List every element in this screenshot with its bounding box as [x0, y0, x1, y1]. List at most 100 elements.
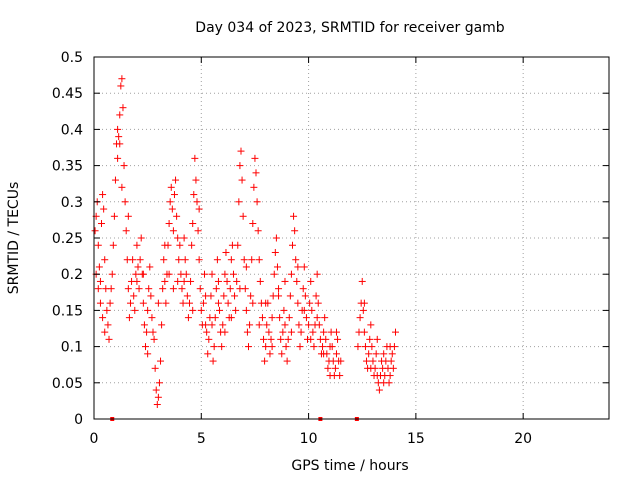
y-axis-ticks: 0 0.05 0.1 0.15 0.2 0.25 0.3 0.35 0.4 0.45 0.5	[52, 50, 609, 428]
data-point	[160, 256, 168, 264]
data-point	[233, 277, 241, 285]
data-point	[144, 350, 152, 358]
data-point	[366, 335, 374, 343]
data-point	[126, 299, 134, 307]
data-point	[363, 357, 371, 365]
data-point	[99, 314, 107, 322]
data-point	[154, 299, 162, 307]
data-point	[315, 321, 323, 329]
data-point	[273, 263, 281, 271]
data-point	[354, 343, 362, 351]
data-point	[114, 125, 122, 133]
data-point	[101, 328, 109, 336]
data-point	[194, 227, 202, 235]
data-point	[229, 270, 237, 278]
x-tick-label: 5	[197, 431, 206, 447]
data-point	[249, 299, 257, 307]
data-point	[137, 234, 145, 242]
data-point	[252, 169, 260, 177]
data-point	[249, 220, 257, 228]
data-point	[148, 314, 156, 322]
data-point	[140, 321, 148, 329]
data-point	[245, 343, 252, 351]
data-point	[301, 292, 309, 300]
data-point	[170, 191, 178, 199]
data-point	[161, 277, 169, 285]
data-point	[103, 306, 111, 314]
data-point	[117, 82, 125, 90]
data-point	[205, 335, 213, 343]
data-point	[270, 270, 278, 278]
data-point	[131, 306, 139, 314]
data-point	[169, 285, 177, 293]
data-point	[155, 379, 163, 387]
data-point	[380, 350, 388, 358]
data-point	[135, 285, 143, 293]
data-point	[373, 335, 381, 343]
data-point	[150, 335, 158, 343]
x-axis-ticks: 0 5 10 15 20	[90, 57, 532, 447]
data-point	[192, 176, 200, 184]
data-point	[152, 386, 160, 394]
data-point	[173, 212, 181, 220]
data-point	[220, 292, 228, 300]
data-point	[234, 241, 242, 249]
data-point	[133, 277, 141, 285]
y-axis-label: SRMTID / TECUs	[6, 182, 22, 295]
data-point	[139, 270, 147, 278]
data-point	[157, 357, 165, 365]
data-point	[297, 328, 305, 336]
chart-title: Day 034 of 2023, SRMTID for receiver gam…	[195, 20, 505, 36]
data-point	[99, 191, 107, 199]
data-point	[337, 357, 345, 365]
data-point	[132, 270, 140, 278]
data-point	[358, 277, 366, 285]
data-point	[143, 328, 151, 336]
data-point	[168, 205, 176, 213]
data-point	[310, 343, 318, 351]
data-point	[294, 263, 302, 271]
data-point	[172, 176, 180, 184]
y-tick-label: 0.4	[61, 122, 83, 138]
data-point	[356, 314, 364, 322]
data-point	[199, 299, 207, 307]
data-point	[262, 299, 270, 307]
data-point	[277, 335, 285, 343]
data-point	[125, 314, 133, 322]
data-point	[178, 285, 186, 293]
data-point	[283, 357, 291, 365]
data-point	[91, 227, 99, 235]
data-point	[237, 147, 245, 155]
data-point	[256, 277, 264, 285]
data-point	[360, 299, 368, 307]
data-point	[226, 285, 234, 293]
data-point	[180, 277, 188, 285]
data-point	[266, 350, 274, 358]
data-point	[365, 350, 373, 358]
data-point	[300, 263, 308, 271]
data-point	[146, 263, 154, 271]
data-point	[189, 306, 197, 314]
y-tick-label: 0.2	[61, 267, 83, 283]
data-point	[227, 314, 235, 322]
data-point	[115, 133, 123, 141]
data-point	[282, 343, 290, 351]
x-tick-label: 10	[300, 431, 318, 447]
data-point	[369, 357, 377, 365]
data-point	[326, 372, 334, 380]
data-point	[221, 328, 229, 336]
data-point	[306, 299, 314, 307]
data-point	[385, 379, 393, 387]
data-point	[204, 350, 212, 358]
x-tick-label: 15	[407, 431, 425, 447]
data-point	[255, 321, 263, 329]
data-point	[184, 314, 192, 322]
data-point	[202, 321, 210, 329]
data-point	[287, 328, 295, 336]
data-point	[114, 154, 122, 162]
data-point	[232, 306, 240, 314]
data-point	[210, 343, 218, 351]
data-point	[145, 285, 153, 293]
data-point	[96, 299, 104, 307]
data-point	[386, 343, 394, 351]
